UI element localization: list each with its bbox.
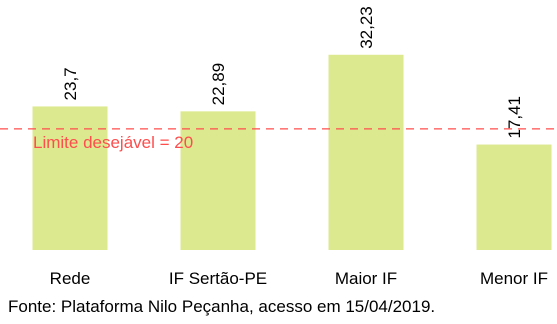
value-label-0: 23,7 bbox=[61, 67, 80, 100]
category-labels-group: Rede IF Sertão-PE Maior IF Menor IF bbox=[50, 269, 548, 288]
reference-line-label: Limite desejável = 20 bbox=[33, 133, 193, 152]
value-labels-group: 23,7 22,89 32,23 17,41 bbox=[61, 6, 524, 138]
value-label-3: 17,41 bbox=[505, 96, 524, 139]
bar-3 bbox=[476, 144, 552, 250]
bar-1 bbox=[180, 111, 256, 251]
category-label-3: Menor IF bbox=[480, 269, 548, 288]
category-label-1: IF Sertão-PE bbox=[169, 269, 267, 288]
bars-group bbox=[32, 54, 552, 251]
category-label-0: Rede bbox=[50, 269, 91, 288]
category-label-2: Maior IF bbox=[335, 269, 397, 288]
value-label-2: 32,23 bbox=[357, 6, 376, 49]
bar-0 bbox=[32, 106, 108, 251]
bar-2 bbox=[328, 54, 404, 250]
value-label-1: 22,89 bbox=[209, 63, 228, 106]
source-note: Fonte: Plataforma Nilo Peçanha, acesso e… bbox=[8, 297, 435, 316]
